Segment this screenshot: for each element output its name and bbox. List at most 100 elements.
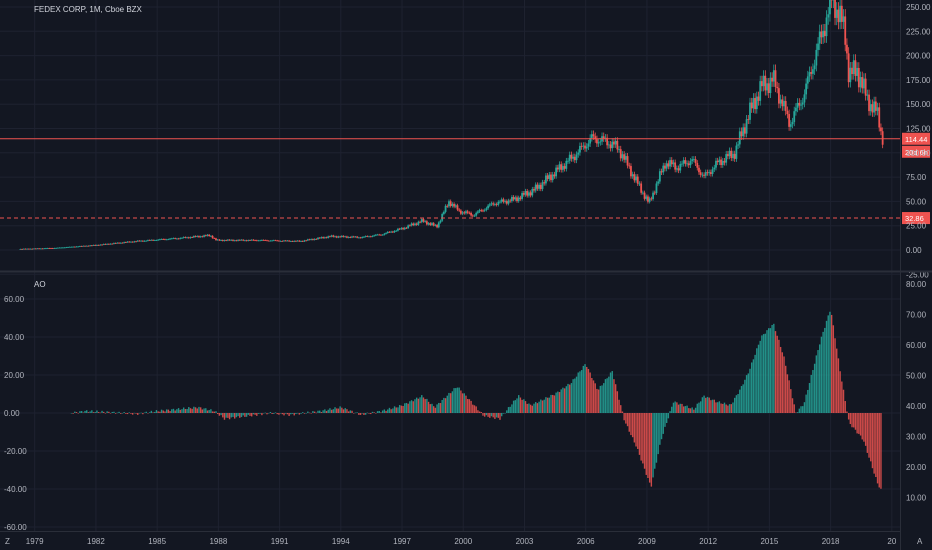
ao-bar bbox=[752, 359, 755, 413]
ao-bar bbox=[383, 409, 386, 413]
price-candle bbox=[318, 237, 321, 239]
ao-bar bbox=[432, 406, 435, 413]
ao-bar bbox=[72, 413, 74, 414]
price-candle bbox=[208, 234, 211, 237]
ao-bar bbox=[364, 413, 367, 415]
ao-bar bbox=[79, 411, 81, 413]
ao-bar bbox=[574, 378, 576, 413]
ao-bar bbox=[618, 399, 620, 413]
price-candle bbox=[733, 153, 736, 159]
price-candle bbox=[189, 237, 192, 239]
ao-bar bbox=[631, 413, 634, 438]
price-candle bbox=[24, 248, 27, 250]
price-candle bbox=[453, 203, 455, 207]
ao-bar bbox=[157, 411, 159, 413]
price-candle bbox=[121, 242, 124, 244]
ao-bar bbox=[516, 398, 518, 413]
ao-bar bbox=[715, 402, 717, 413]
price-candle bbox=[199, 236, 202, 238]
ao-bar bbox=[240, 413, 243, 418]
price-candle bbox=[857, 67, 860, 88]
price-candle bbox=[645, 196, 648, 199]
ao-bar bbox=[305, 413, 307, 414]
ao-bar bbox=[495, 413, 498, 418]
ao-bar bbox=[635, 413, 637, 447]
ao-bar bbox=[426, 398, 428, 413]
price-candle bbox=[68, 246, 71, 248]
price-candle bbox=[330, 235, 333, 237]
price-candle bbox=[89, 245, 92, 247]
price-candle bbox=[577, 152, 580, 155]
ao-bar bbox=[812, 370, 814, 413]
price-series bbox=[19, 0, 884, 250]
ao-bar bbox=[159, 411, 161, 413]
time-axis-tick: 2018 bbox=[822, 537, 840, 546]
price-candle bbox=[374, 234, 377, 236]
ao-bar bbox=[461, 393, 464, 413]
ao-bar bbox=[92, 412, 95, 413]
ao-bar bbox=[776, 335, 778, 413]
auto-scale-button[interactable]: A bbox=[917, 537, 923, 546]
price-candle bbox=[111, 243, 114, 245]
ao-bar bbox=[285, 413, 287, 414]
price-candle bbox=[704, 172, 707, 176]
price-candle bbox=[672, 162, 675, 165]
time-axis-tick: 1979 bbox=[26, 537, 44, 546]
price-candle bbox=[864, 78, 867, 96]
ao-bar bbox=[793, 404, 795, 413]
price-candle bbox=[371, 235, 374, 237]
price-candle bbox=[33, 248, 35, 250]
ao-bar bbox=[140, 412, 142, 414]
ao-bar bbox=[531, 405, 534, 413]
zoom-reset-button[interactable]: Z bbox=[5, 537, 10, 546]
ao-bar bbox=[184, 409, 187, 413]
price-candle bbox=[849, 67, 852, 83]
price-candle bbox=[475, 212, 478, 216]
price-candle bbox=[420, 219, 423, 223]
ao-indicator-title[interactable]: AO bbox=[34, 280, 46, 289]
price-candle bbox=[641, 192, 644, 194]
price-candle bbox=[655, 183, 658, 194]
price-candle bbox=[104, 244, 107, 245]
price-candle bbox=[653, 192, 656, 194]
ao-bar bbox=[710, 400, 712, 413]
ao-bar bbox=[431, 403, 433, 413]
ao-bar bbox=[577, 372, 579, 413]
price-candle bbox=[378, 234, 381, 236]
price-candle bbox=[354, 236, 357, 238]
ao-bar bbox=[665, 413, 668, 423]
price-candle bbox=[405, 227, 408, 229]
ao-bar bbox=[91, 410, 93, 413]
price-candle bbox=[511, 197, 513, 202]
ao-bar bbox=[436, 404, 438, 413]
price-candle bbox=[728, 150, 731, 157]
price-candle bbox=[48, 248, 51, 249]
price-candle bbox=[441, 213, 444, 221]
ao-bar bbox=[86, 410, 88, 413]
price-candle bbox=[880, 127, 882, 132]
price-candle bbox=[128, 241, 131, 243]
price-candle bbox=[162, 239, 165, 240]
price-candle bbox=[505, 201, 508, 204]
price-candle bbox=[587, 143, 590, 147]
ao-series bbox=[70, 311, 882, 489]
price-candle bbox=[567, 160, 569, 162]
price-candle bbox=[662, 165, 665, 173]
price-candle bbox=[801, 102, 804, 105]
ao-bar bbox=[611, 371, 613, 413]
ao-bar bbox=[463, 393, 465, 413]
ao-bar bbox=[128, 412, 130, 413]
price-axis-tick: 125.00 bbox=[906, 125, 931, 134]
ao-bar bbox=[497, 413, 499, 418]
ao-bar bbox=[327, 409, 329, 413]
ao-bar bbox=[310, 413, 312, 414]
price-candle bbox=[356, 236, 359, 238]
ao-bar bbox=[669, 411, 671, 413]
ao-bar bbox=[216, 413, 219, 415]
price-candle bbox=[869, 104, 872, 112]
ao-bar bbox=[264, 412, 267, 414]
ao-bar bbox=[152, 412, 154, 413]
ao-bar bbox=[370, 413, 372, 415]
price-candle bbox=[764, 75, 767, 91]
